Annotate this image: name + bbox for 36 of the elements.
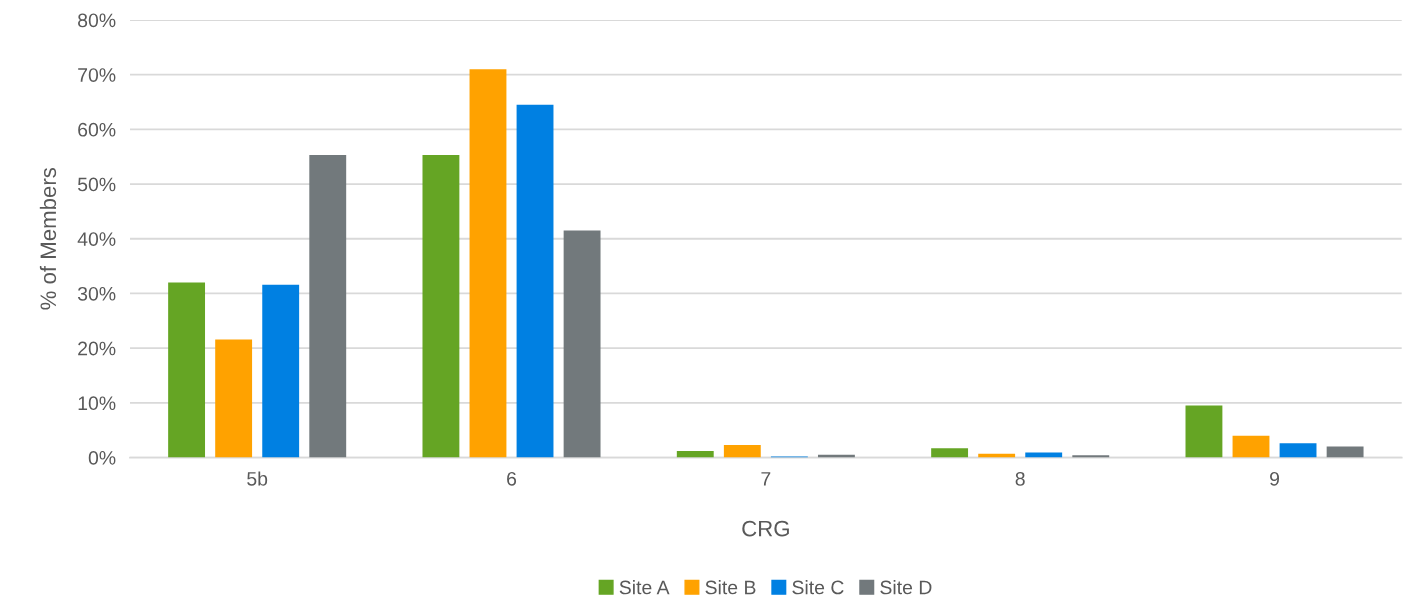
legend-label: Site A	[619, 580, 670, 595]
legend-label: Site D	[880, 580, 932, 595]
bar	[516, 104, 554, 458]
y-tick-label: 10%	[78, 396, 116, 411]
x-axis-title: CRG	[742, 520, 789, 537]
bar	[215, 339, 253, 458]
bar	[1185, 405, 1223, 458]
bar	[931, 448, 969, 458]
x-tick-label: 9	[1270, 471, 1280, 486]
y-tick-label: 50%	[77, 177, 116, 192]
bar	[262, 284, 300, 458]
x-tick-label: 8	[1015, 471, 1025, 486]
y-tick-label: 20%	[78, 341, 116, 356]
bar	[422, 155, 460, 458]
x-tick-label: 5b	[247, 471, 268, 486]
bar	[1326, 446, 1364, 458]
y-tick-label: 0%	[88, 451, 116, 465]
y-tick-label: 30%	[77, 286, 116, 301]
bar	[1232, 435, 1270, 458]
y-tick-label: 40%	[77, 232, 116, 246]
legend-label: Site B	[705, 580, 756, 595]
bar	[469, 69, 507, 458]
bar	[1072, 455, 1110, 458]
bar	[676, 450, 714, 458]
y-tick-label: 80%	[78, 13, 116, 28]
y-tick-label: 60%	[78, 122, 116, 137]
y-axis-title: % of Members	[39, 167, 57, 310]
bar	[1279, 443, 1317, 458]
bar	[309, 155, 347, 458]
bar	[563, 230, 601, 458]
x-tick-label: 7	[761, 472, 771, 486]
y-tick-label: 70%	[78, 68, 116, 82]
x-tick-label: 6	[507, 471, 517, 486]
bar	[168, 282, 206, 458]
legend-label: Site C	[792, 580, 844, 595]
bar	[723, 444, 761, 458]
